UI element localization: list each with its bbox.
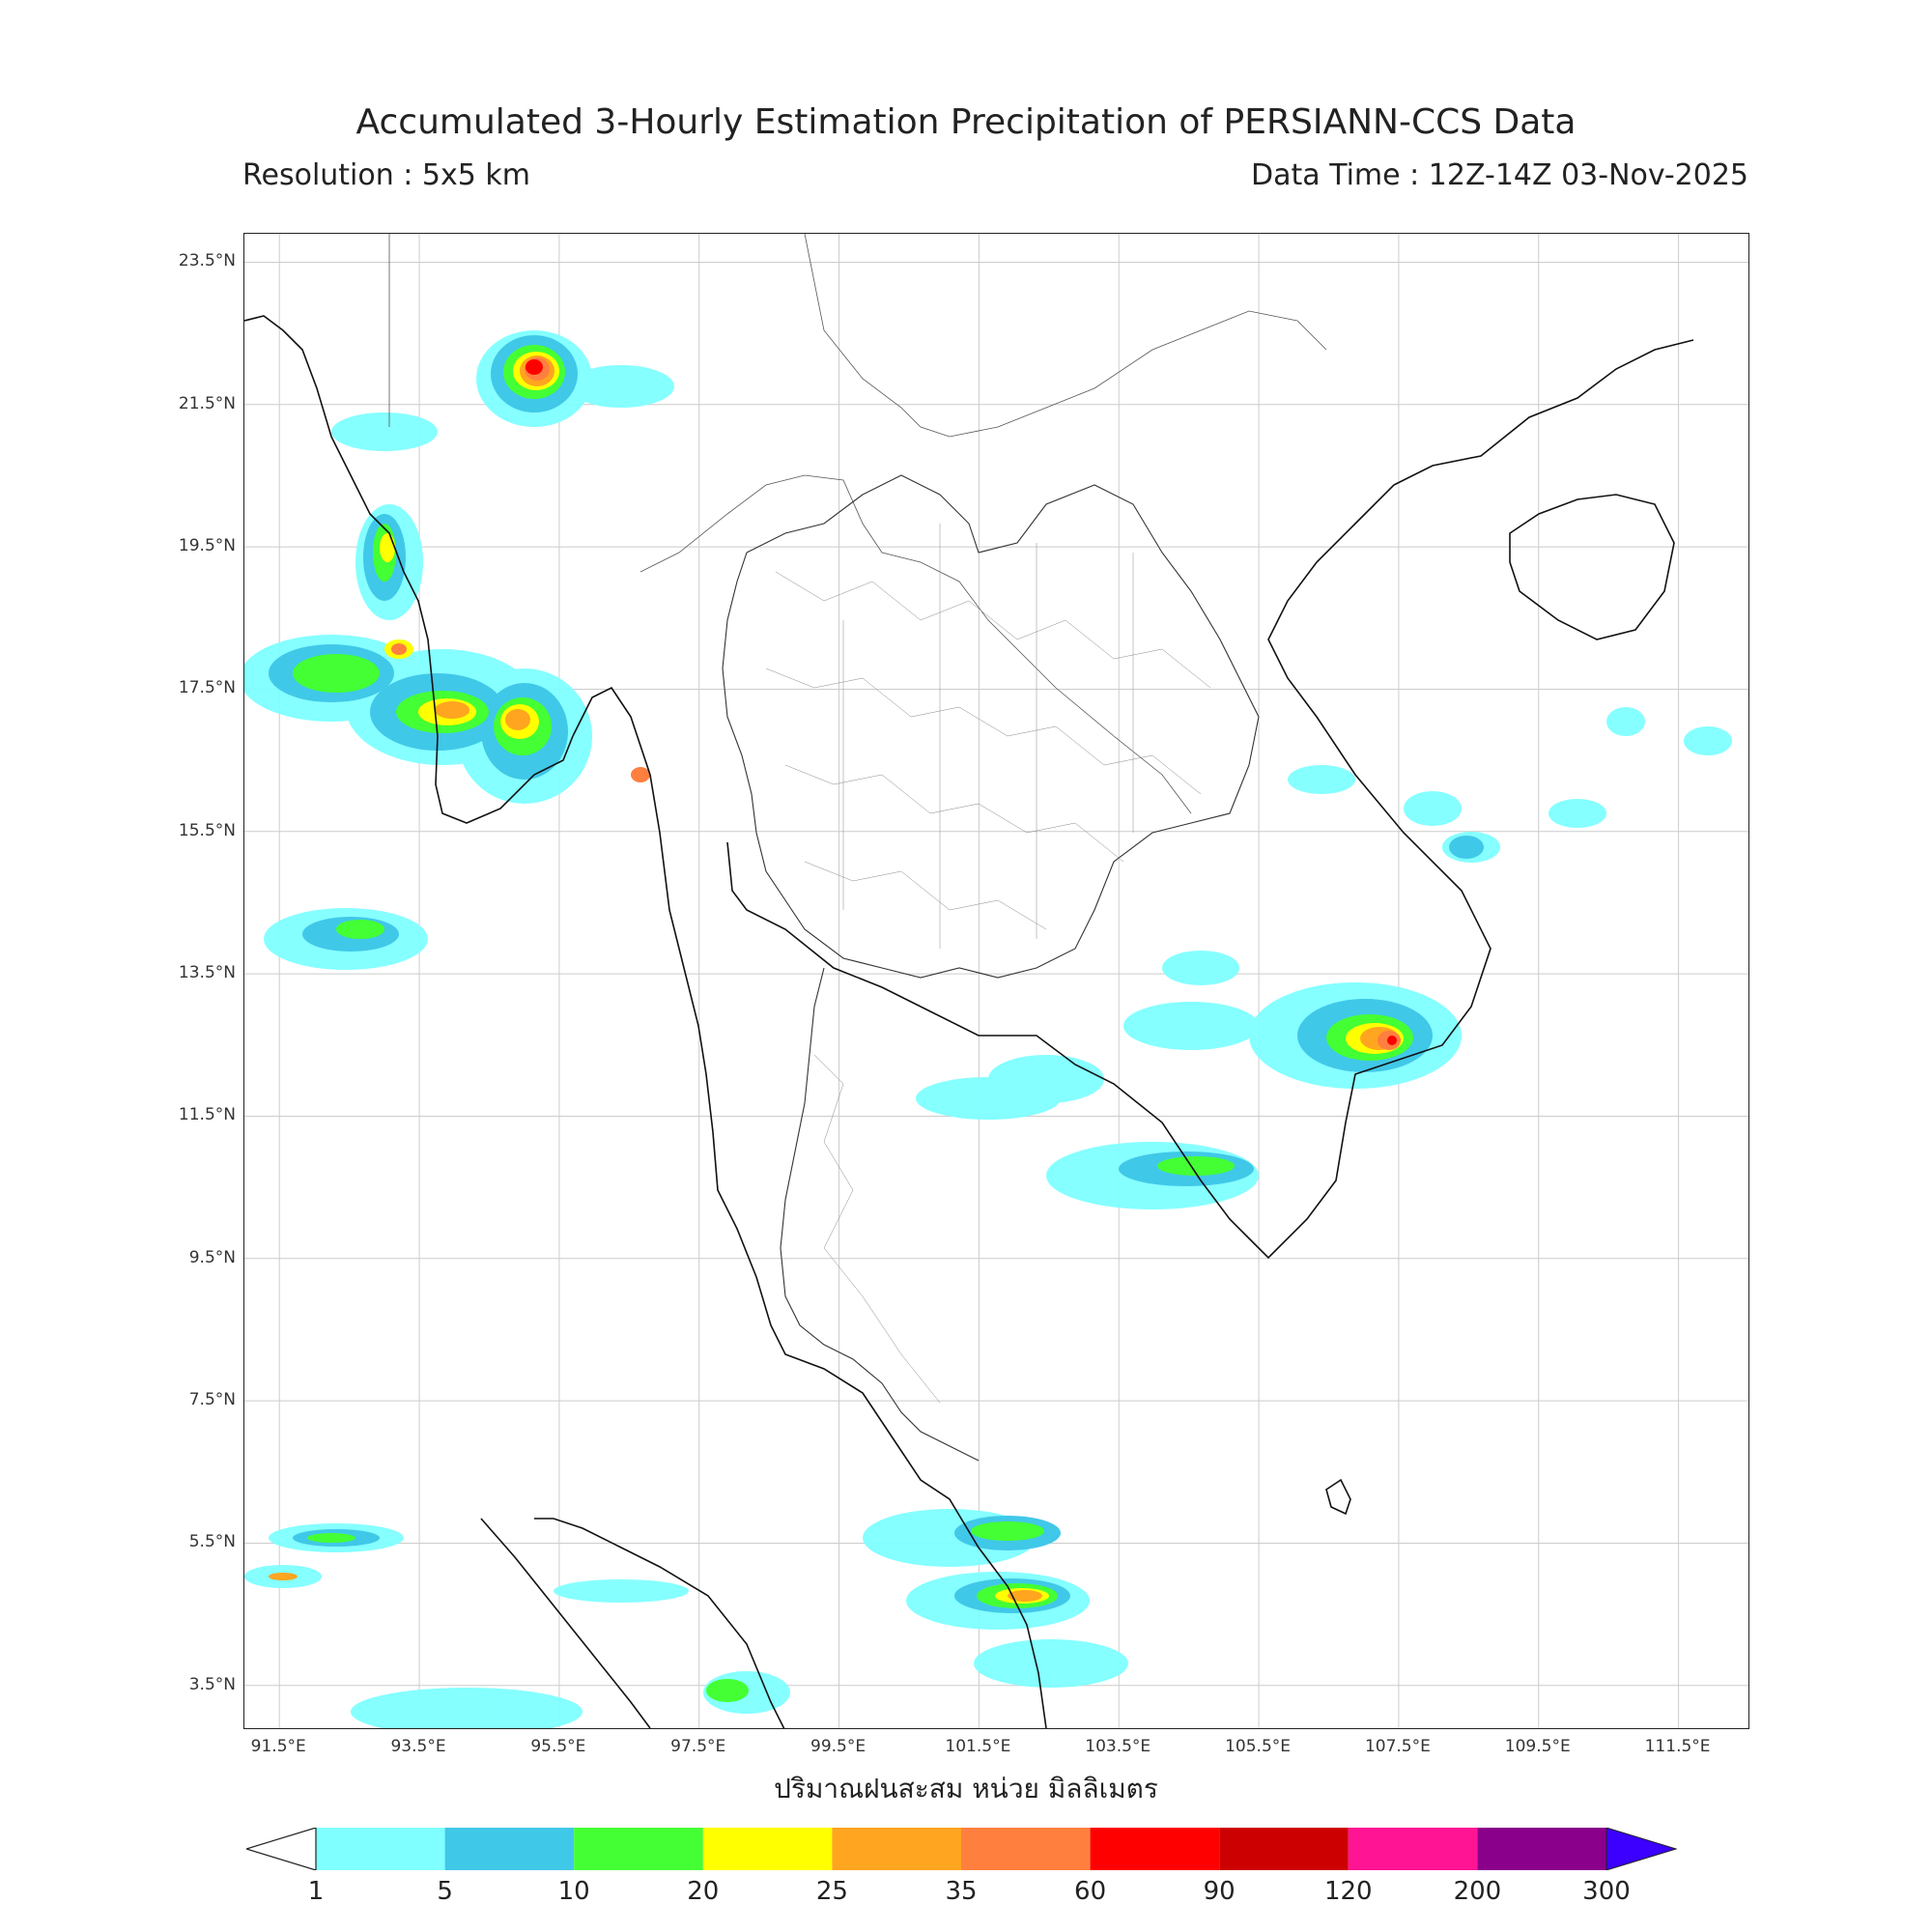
colorbar-segment xyxy=(702,1828,833,1870)
colorbar-tick-label: 300 xyxy=(1582,1877,1631,1906)
lon-tick-label: 97.5°E xyxy=(670,1737,726,1756)
colorbar-tick-label: 10 xyxy=(557,1877,590,1906)
lat-tick-label: 7.5°N xyxy=(188,1390,236,1410)
lat-tick-label: 21.5°N xyxy=(178,393,236,413)
lat-tick-label: 5.5°N xyxy=(188,1532,236,1552)
lat-tick-label: 9.5°N xyxy=(188,1247,236,1267)
admin-borders xyxy=(388,234,1327,814)
gridlines xyxy=(244,234,1748,1728)
colorbar-over-arrow xyxy=(1605,1828,1677,1870)
lon-tick-label: 93.5°E xyxy=(390,1737,446,1756)
colorbar-tick-label: 90 xyxy=(1203,1877,1236,1906)
colorbar-segment xyxy=(961,1828,1091,1870)
lat-tick-label: 11.5°N xyxy=(178,1105,236,1125)
colorbar-tick-label: 200 xyxy=(1453,1877,1502,1906)
colorbar-segment xyxy=(1090,1828,1220,1870)
lat-tick-label: 23.5°N xyxy=(178,251,236,271)
colorbar-segment xyxy=(444,1828,575,1870)
colorbar-tick-label: 5 xyxy=(437,1877,453,1906)
lon-tick-label: 91.5°E xyxy=(250,1737,306,1756)
data-time-label: Data Time : 12Z-14Z 03-Nov-2025 xyxy=(1251,158,1748,192)
colorbar-under-arrow xyxy=(246,1828,317,1870)
chart-title: Accumulated 3-Hourly Estimation Precipit… xyxy=(355,102,1577,142)
lat-tick-label: 17.5°N xyxy=(178,678,236,698)
coastlines xyxy=(244,315,1694,1728)
lon-tick-label: 111.5°E xyxy=(1644,1737,1711,1756)
lon-tick-label: 109.5°E xyxy=(1504,1737,1571,1756)
lon-tick-label: 101.5°E xyxy=(945,1737,1011,1756)
resolution-label: Resolution : 5x5 km xyxy=(242,158,530,192)
lon-tick-label: 105.5°E xyxy=(1225,1737,1292,1756)
colorbar-segment xyxy=(1348,1828,1478,1870)
lat-tick-label: 3.5°N xyxy=(188,1674,236,1694)
colorbar-segment xyxy=(1219,1828,1349,1870)
lon-tick-label: 107.5°E xyxy=(1364,1737,1431,1756)
colorbar-tick-label: 60 xyxy=(1074,1877,1107,1906)
lat-tick-label: 13.5°N xyxy=(178,963,236,983)
thailand-districts xyxy=(765,524,1211,1404)
lon-tick-label: 103.5°E xyxy=(1085,1737,1151,1756)
colorbar-tick-label: 25 xyxy=(815,1877,848,1906)
lat-tick-label: 19.5°N xyxy=(178,536,236,556)
colorbar xyxy=(246,1828,1677,1870)
lat-tick-label: 15.5°N xyxy=(178,820,236,840)
colorbar-segment xyxy=(574,1828,703,1870)
colorbar-tick-label: 120 xyxy=(1323,1877,1373,1906)
precipitation-map[interactable] xyxy=(243,233,1749,1729)
rain-areas xyxy=(244,330,1732,1728)
colorbar-segment xyxy=(832,1828,961,1870)
colorbar-tick-label: 1 xyxy=(307,1877,325,1906)
thailand-provinces xyxy=(722,474,1260,1462)
colorbar-tick-label: 20 xyxy=(687,1877,720,1906)
x-axis-label: ปริมาณฝนสะสม หน่วย มิลลิเมตร xyxy=(774,1773,1158,1804)
colorbar-segment xyxy=(1477,1828,1606,1870)
lon-tick-label: 99.5°E xyxy=(810,1737,867,1756)
lon-tick-label: 95.5°E xyxy=(530,1737,586,1756)
colorbar-tick-label: 35 xyxy=(945,1877,978,1906)
colorbar-segment xyxy=(316,1828,445,1870)
map-canvas xyxy=(244,234,1748,1728)
